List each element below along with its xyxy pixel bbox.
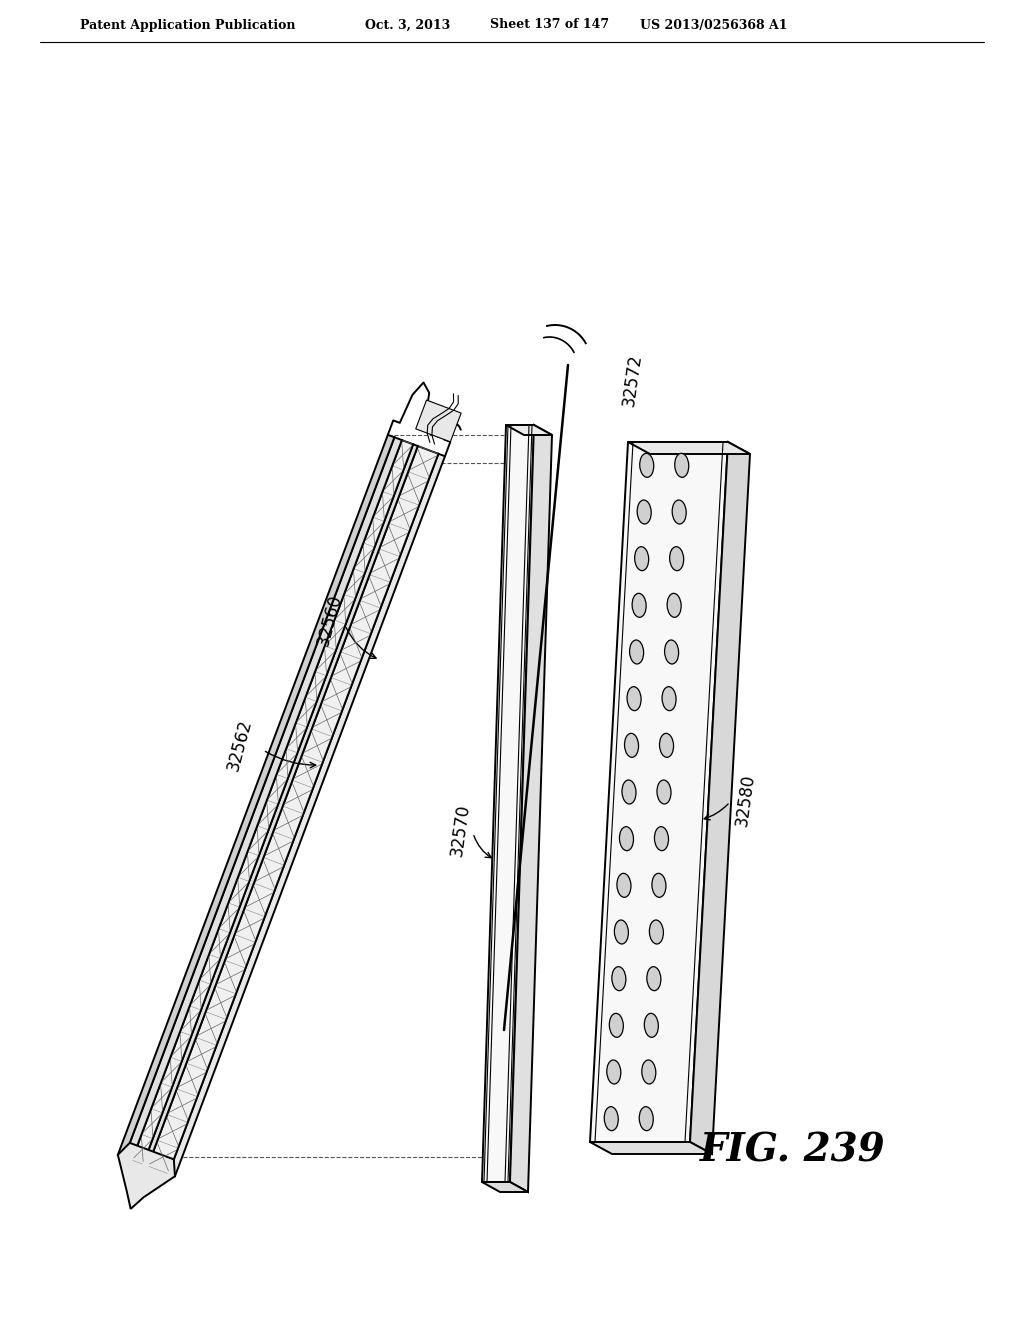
Text: Sheet 137 of 147: Sheet 137 of 147 bbox=[490, 18, 609, 32]
Ellipse shape bbox=[627, 686, 641, 710]
Text: 32580: 32580 bbox=[732, 772, 758, 828]
Ellipse shape bbox=[667, 594, 681, 618]
Text: 32560: 32560 bbox=[314, 593, 345, 648]
Polygon shape bbox=[118, 1143, 175, 1209]
Text: 32572: 32572 bbox=[620, 352, 645, 408]
Text: 32562: 32562 bbox=[224, 717, 256, 774]
Polygon shape bbox=[482, 425, 534, 1181]
Ellipse shape bbox=[620, 826, 634, 850]
Text: FIG. 239: FIG. 239 bbox=[700, 1131, 886, 1170]
Ellipse shape bbox=[609, 1014, 624, 1038]
Polygon shape bbox=[690, 442, 750, 1154]
Ellipse shape bbox=[642, 1060, 655, 1084]
Ellipse shape bbox=[637, 500, 651, 524]
Polygon shape bbox=[147, 446, 438, 1173]
Polygon shape bbox=[482, 1181, 528, 1192]
Polygon shape bbox=[510, 425, 552, 1192]
Polygon shape bbox=[143, 445, 418, 1166]
Ellipse shape bbox=[632, 594, 646, 618]
Text: Oct. 3, 2013: Oct. 3, 2013 bbox=[365, 18, 451, 32]
Ellipse shape bbox=[665, 640, 679, 664]
Ellipse shape bbox=[616, 874, 631, 898]
Text: 32570: 32570 bbox=[447, 803, 473, 858]
Polygon shape bbox=[628, 442, 750, 454]
Ellipse shape bbox=[670, 546, 684, 570]
Ellipse shape bbox=[657, 780, 671, 804]
Ellipse shape bbox=[640, 453, 653, 478]
Ellipse shape bbox=[652, 874, 666, 898]
Ellipse shape bbox=[654, 826, 669, 850]
Polygon shape bbox=[118, 434, 394, 1158]
Polygon shape bbox=[590, 1142, 712, 1154]
Ellipse shape bbox=[612, 966, 626, 990]
Ellipse shape bbox=[639, 1106, 653, 1131]
Polygon shape bbox=[168, 454, 445, 1176]
Polygon shape bbox=[124, 437, 401, 1160]
Ellipse shape bbox=[630, 640, 644, 664]
Ellipse shape bbox=[672, 500, 686, 524]
Ellipse shape bbox=[604, 1106, 618, 1131]
Text: US 2013/0256368 A1: US 2013/0256368 A1 bbox=[640, 18, 787, 32]
Ellipse shape bbox=[635, 546, 648, 570]
Ellipse shape bbox=[644, 1014, 658, 1038]
Polygon shape bbox=[416, 400, 461, 442]
Ellipse shape bbox=[659, 734, 674, 758]
Ellipse shape bbox=[614, 920, 629, 944]
Polygon shape bbox=[506, 425, 552, 436]
Ellipse shape bbox=[622, 780, 636, 804]
Ellipse shape bbox=[663, 686, 676, 710]
Ellipse shape bbox=[625, 734, 639, 758]
Ellipse shape bbox=[607, 1060, 621, 1084]
Ellipse shape bbox=[675, 453, 689, 478]
Polygon shape bbox=[132, 440, 413, 1164]
Ellipse shape bbox=[647, 966, 660, 990]
Ellipse shape bbox=[649, 920, 664, 944]
Text: Patent Application Publication: Patent Application Publication bbox=[80, 18, 296, 32]
Polygon shape bbox=[590, 442, 728, 1142]
